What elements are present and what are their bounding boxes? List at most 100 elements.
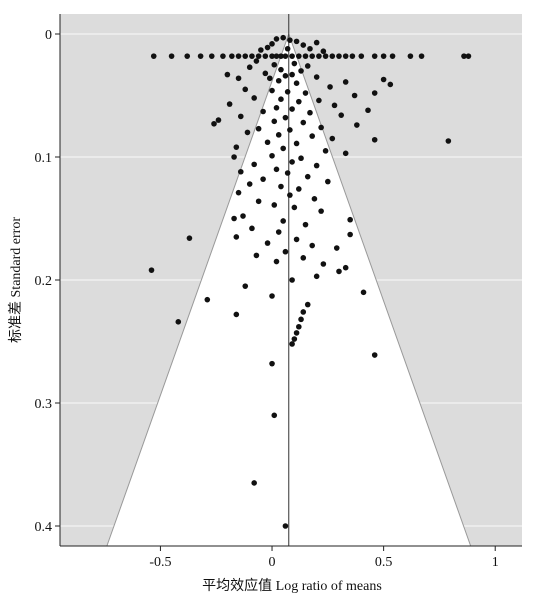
data-point: [291, 336, 298, 342]
data-point: [291, 60, 298, 67]
data-point: [231, 154, 237, 160]
data-point: [150, 53, 157, 59]
data-point: [278, 96, 284, 102]
data-point: [371, 352, 378, 358]
data-point: [380, 76, 387, 83]
data-point: [304, 173, 311, 180]
y-tick-label: 0.1: [35, 151, 53, 166]
data-point: [371, 53, 378, 59]
data-point: [320, 261, 327, 267]
data-point: [318, 124, 324, 131]
data-point: [233, 234, 240, 240]
data-point: [311, 196, 318, 202]
data-point: [293, 236, 300, 243]
data-point: [271, 61, 278, 68]
data-point: [278, 66, 284, 73]
data-point: [298, 68, 304, 74]
data-point: [287, 37, 293, 43]
data-point: [329, 53, 336, 59]
data-point: [269, 360, 275, 367]
data-point: [233, 144, 240, 150]
data-point: [251, 161, 257, 168]
x-tick-label: 0: [269, 555, 276, 570]
data-point: [296, 53, 302, 59]
data-point: [300, 309, 307, 315]
data-point: [275, 77, 282, 84]
data-point: [220, 53, 226, 59]
data-point: [300, 119, 307, 126]
x-axis-title: 平均效应值 Log ratio of means: [202, 577, 382, 594]
data-point: [313, 273, 320, 280]
data-point: [273, 53, 280, 59]
data-point: [351, 92, 358, 99]
data-point: [242, 86, 249, 93]
data-point: [318, 208, 324, 214]
data-point: [465, 53, 472, 59]
data-point: [445, 138, 452, 144]
data-points: [148, 34, 472, 529]
y-tick-label: 0: [45, 28, 52, 43]
data-point: [284, 89, 291, 95]
data-point: [251, 480, 257, 486]
data-point: [309, 133, 316, 139]
data-point: [271, 118, 278, 125]
data-point: [275, 132, 282, 138]
data-point: [293, 140, 300, 147]
data-point: [316, 53, 322, 59]
data-point: [331, 102, 338, 109]
data-point: [300, 42, 307, 48]
data-point: [269, 152, 275, 159]
data-point: [249, 225, 255, 232]
data-point: [304, 63, 311, 69]
data-point: [253, 58, 260, 64]
data-point: [231, 215, 237, 222]
x-tick-label: 1: [492, 555, 499, 570]
data-point: [289, 106, 295, 112]
data-point: [175, 319, 182, 325]
data-point: [273, 105, 280, 111]
data-point: [264, 139, 271, 146]
data-point: [389, 53, 396, 59]
data-point: [313, 162, 320, 169]
data-point: [282, 523, 289, 529]
data-point: [235, 75, 242, 82]
data-point: [280, 145, 286, 152]
data-point: [244, 129, 251, 136]
data-point: [371, 136, 378, 143]
data-point: [293, 80, 300, 86]
data-point: [282, 73, 289, 79]
data-point: [280, 34, 286, 41]
data-point: [184, 53, 191, 59]
data-point: [407, 53, 414, 59]
data-point: [168, 53, 175, 59]
data-point: [365, 107, 371, 114]
data-point: [342, 150, 349, 157]
data-point: [260, 176, 266, 182]
data-point: [296, 186, 302, 192]
data-point: [246, 64, 253, 71]
data-point: [347, 231, 353, 238]
data-point: [322, 53, 329, 59]
data-point: [296, 323, 302, 330]
data-point: [211, 120, 217, 127]
data-point: [289, 277, 295, 283]
data-point: [284, 45, 291, 52]
data-point: [325, 178, 331, 185]
data-point: [237, 168, 244, 175]
data-point: [347, 216, 353, 223]
data-point: [266, 75, 273, 82]
data-point: [269, 87, 275, 94]
data-point: [371, 90, 378, 96]
data-point: [309, 53, 316, 59]
data-point: [278, 53, 284, 59]
data-point: [258, 47, 264, 53]
data-point: [246, 181, 253, 187]
data-point: [316, 97, 322, 104]
data-point: [322, 148, 329, 154]
data-point: [327, 84, 333, 90]
data-point: [253, 252, 260, 259]
data-point: [249, 53, 255, 59]
data-point: [269, 293, 275, 299]
data-point: [349, 53, 356, 59]
